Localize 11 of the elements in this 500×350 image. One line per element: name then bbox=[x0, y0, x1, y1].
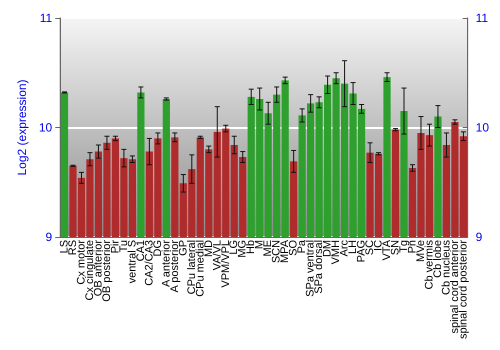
x-tick-label: A posterior bbox=[168, 240, 181, 293]
y-tick-label: 11 bbox=[40, 11, 53, 25]
x-tick-label: Tg bbox=[398, 240, 410, 253]
y2-tick-label: 11 bbox=[476, 11, 488, 25]
y-tick-label: 9 bbox=[46, 230, 53, 244]
y-tick-label: 10 bbox=[38, 120, 53, 134]
y-axis-title: Log2 (expression) bbox=[15, 79, 29, 176]
y2-tick-label: 9 bbox=[476, 230, 483, 244]
x-tick-label: OB posterior bbox=[100, 240, 113, 302]
y2-tick-label: 10 bbox=[476, 120, 490, 134]
x-tick-label: spinal cord posterior bbox=[457, 240, 470, 340]
